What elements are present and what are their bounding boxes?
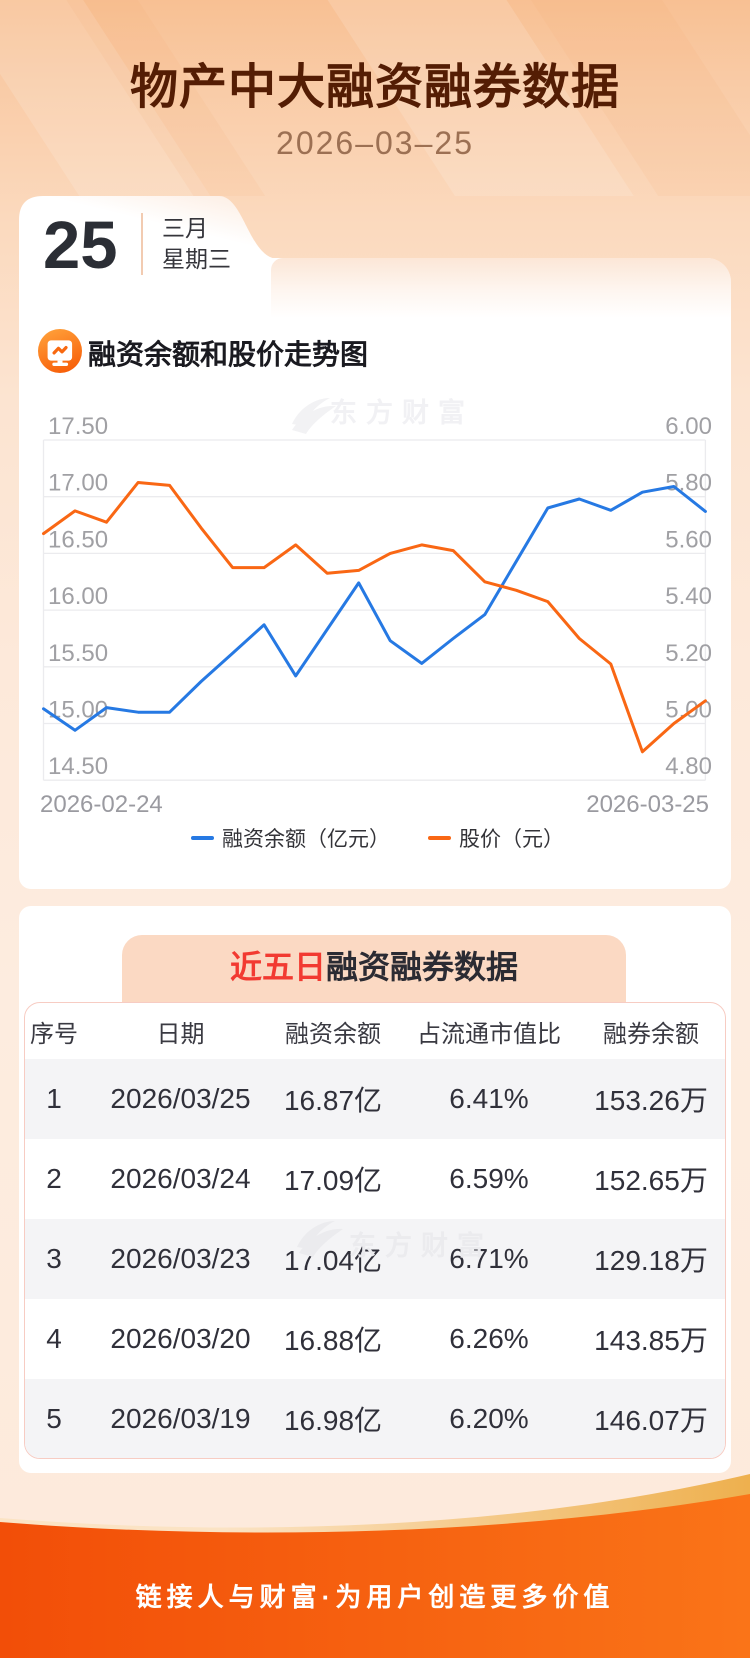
svg-text:东方财富: 东方财富 <box>349 1230 493 1261</box>
svg-text:东方财富: 东方财富 <box>330 397 474 428</box>
svg-text:5.20: 5.20 <box>665 640 712 667</box>
svg-text:4.80: 4.80 <box>665 753 712 780</box>
svg-text:17.00: 17.00 <box>48 470 108 497</box>
svg-text:6.00: 6.00 <box>665 413 712 440</box>
svg-text:5.40: 5.40 <box>665 583 712 610</box>
svg-text:16.00: 16.00 <box>48 583 108 610</box>
svg-text:5.60: 5.60 <box>665 526 712 553</box>
svg-text:15.50: 15.50 <box>48 640 108 667</box>
svg-text:2026-02-24: 2026-02-24 <box>40 791 163 818</box>
svg-text:16.50: 16.50 <box>48 526 108 553</box>
svg-text:5.80: 5.80 <box>665 470 712 497</box>
svg-text:17.50: 17.50 <box>48 413 108 440</box>
svg-text:2026-03-25: 2026-03-25 <box>586 791 709 818</box>
svg-text:14.50: 14.50 <box>48 753 108 780</box>
